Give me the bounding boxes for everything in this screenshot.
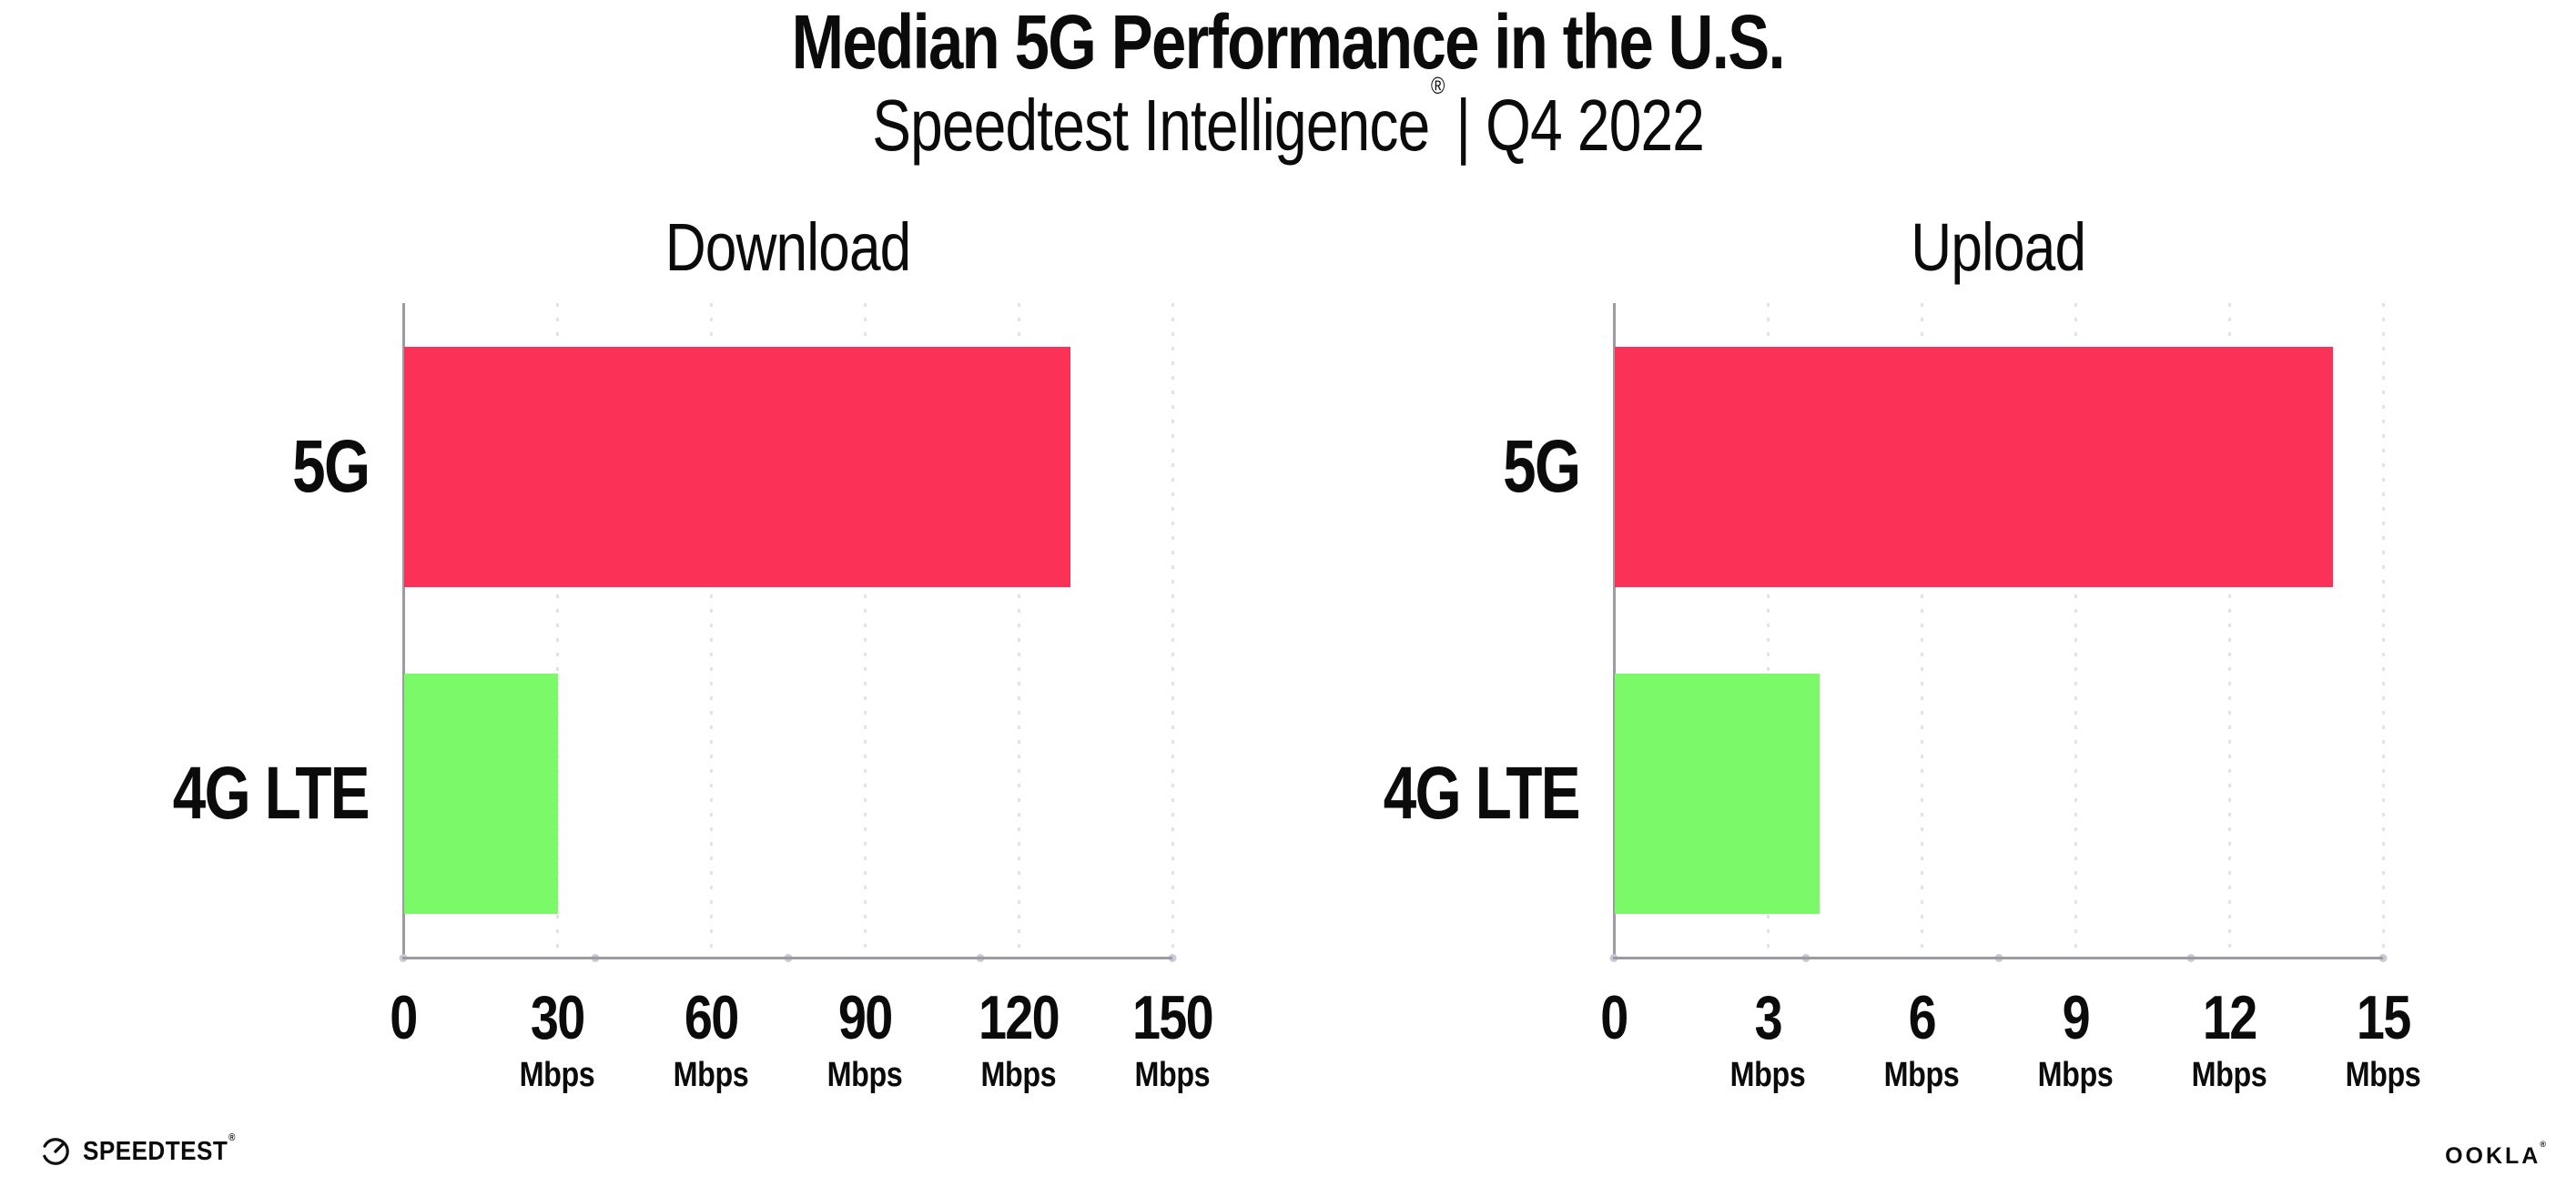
axis-tick-dot [1168,954,1177,962]
category-label-5g: 5G [291,424,370,508]
page-title-text: Median 5G Performance in the U.S. [791,0,1786,85]
category-label-5g: 5G [1502,424,1581,508]
x-tick-value: 120 [978,983,1060,1052]
axis-tick-dot [2186,954,2196,962]
axis-tick-dot [976,954,985,962]
speedtest-logo: SPEEDTEST® [40,1131,253,1167]
bar-4g-lte [1615,674,1820,915]
x-tick-value: 9 [2062,983,2090,1052]
bar-4g-lte [404,674,558,915]
x-tick-unit: Mbps [673,1056,749,1094]
x-tick-unit: Mbps [1729,1056,1806,1094]
gridline [710,303,713,958]
x-tick-label: 120 Mbps [969,987,1067,1092]
download-chart-title: Download [664,209,912,285]
upload-chart-plot: Upload 5G 4G LTE 0 3 Mbps 6 Mbps 9 Mbps 12 Mbps 15 M… [1384,214,2421,1093]
x-tick-value: 15 [2356,983,2411,1052]
ookla-wordmark: OOKLA [2445,1143,2541,1169]
axis-tick-dot [1994,954,2003,962]
x-tick-unit: Mbps [827,1056,903,1094]
x-tick-value: 90 [837,983,893,1052]
upload-chart-title: Upload [1911,209,2087,285]
axis-tick-dot [399,954,408,962]
category-label-4g-lte: 4G LTE [1383,752,1581,836]
gridline [2074,303,2077,958]
x-tick-value: 0 [390,983,418,1052]
ookla-logo: OOKLA® [2445,1139,2549,1170]
x-tick-label: 15 Mbps [2338,987,2427,1092]
x-tick-unit: Mbps [2191,1056,2267,1094]
axis-tick-dot [1609,954,1618,962]
x-tick-value: 60 [684,983,739,1052]
subtitle-brand: Speedtest Intelligence [872,85,1430,166]
registered-mark-icon: ® [2540,1139,2549,1149]
x-tick-unit: Mbps [2037,1056,2114,1094]
x-tick-value: 0 [1600,983,1628,1052]
x-tick-unit: Mbps [980,1056,1057,1094]
x-tick-label: 12 Mbps [2185,987,2273,1092]
x-tick-unit: Mbps [1134,1056,1211,1094]
x-tick-unit: Mbps [2345,1056,2421,1094]
x-tick-value: 3 [1754,983,1782,1052]
x-tick-label: 60 Mbps [666,987,755,1092]
bar-5g [404,346,1071,587]
gridline [2382,303,2385,958]
gridline [1921,303,1923,958]
page-title: Median 5G Performance in the U.S. [0,4,2576,80]
axis-tick-dot [1801,954,1810,962]
axis-tick-dot [784,954,792,962]
speedtest-gauge-icon [42,1138,69,1165]
x-tick-value: 30 [530,983,585,1052]
gridline [1018,303,1020,958]
x-tick-unit: Mbps [519,1056,595,1094]
registered-mark-icon: ® [1430,72,1445,100]
x-tick-label: 30 Mbps [512,987,601,1092]
gridline [1171,303,1174,958]
x-tick-label: 0 [1597,987,1630,1049]
x-tick-value: 150 [1131,983,1214,1052]
registered-mark-icon: ® [228,1131,236,1143]
gridline [2228,303,2231,958]
download-chart-plot: Download 5G 4G LTE 0 30 Mbps 60 Mbps 90 Mbps 120 M… [173,214,1214,1093]
x-tick-unit: Mbps [1883,1056,1960,1094]
x-tick-label: 150 Mbps [1123,987,1221,1092]
x-tick-value: 6 [1908,983,1936,1052]
subtitle-quarter: | Q4 2022 [1455,85,1705,166]
axis-tick-dot [2378,954,2388,962]
x-tick-label: 6 Mbps [1877,987,1965,1092]
bar-5g [1615,346,2333,587]
speedtest-wordmark: SPEEDTEST® [83,1131,236,1166]
category-label-4g-lte: 4G LTE [172,752,370,836]
gridline [864,303,867,958]
x-tick-label: 90 Mbps [820,987,908,1092]
page-subtitle-text: Speedtest Intelligence® | Q4 2022 [872,73,1705,166]
x-tick-label: 3 Mbps [1723,987,1811,1092]
axis-tick-dot [591,954,600,962]
x-tick-label: 9 Mbps [2031,987,2119,1092]
gridline [1767,303,1770,958]
x-tick-value: 12 [2202,983,2257,1052]
gridline [556,303,559,958]
x-tick-label: 0 [387,987,420,1049]
page-subtitle: Speedtest Intelligence® | Q4 2022 [0,73,2576,166]
